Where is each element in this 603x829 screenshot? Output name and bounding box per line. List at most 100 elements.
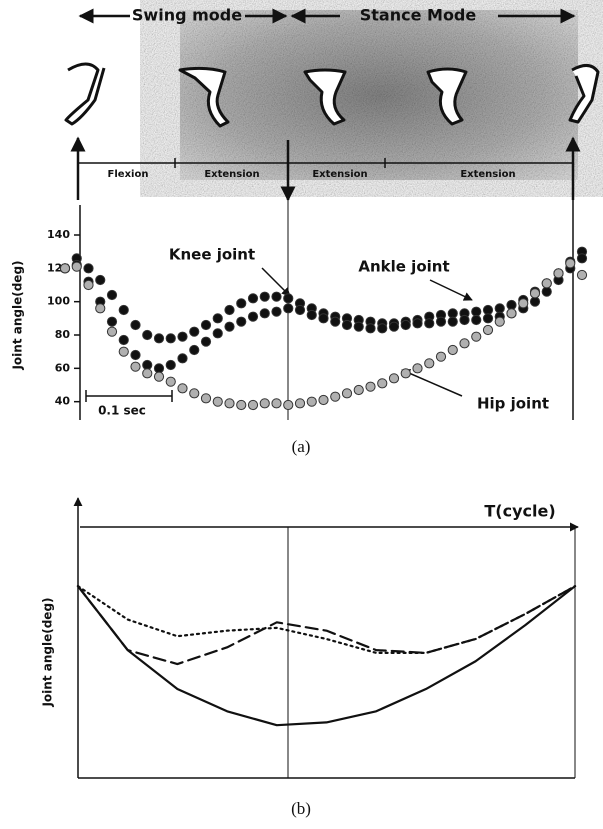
- data-point: [365, 323, 376, 334]
- data-point: [142, 359, 153, 371]
- data-point: [130, 361, 141, 372]
- data-point: [118, 334, 129, 346]
- data-point: [118, 346, 129, 357]
- leg-silhouettes: [64, 62, 600, 128]
- data-point: [118, 304, 129, 316]
- y-tick-label: 60: [55, 361, 71, 374]
- data-point: [400, 368, 411, 379]
- data-point: [106, 289, 118, 301]
- data-point: [200, 393, 212, 404]
- data-point: [83, 279, 94, 291]
- data-point: [529, 288, 541, 299]
- data-point: [130, 349, 141, 361]
- data-point: [236, 316, 247, 327]
- data-point: [165, 333, 176, 344]
- x-axis-label: T(cycle): [484, 502, 555, 521]
- data-point: [435, 316, 447, 327]
- data-point: [153, 363, 165, 374]
- caption: (b): [291, 799, 311, 818]
- data-point: [153, 333, 165, 344]
- data-point: [177, 331, 188, 342]
- data-point: [494, 303, 505, 314]
- data-point: [412, 318, 423, 329]
- data-point: [435, 351, 447, 362]
- y-tick-label: 100: [47, 295, 70, 308]
- chart-b-axes: [73, 497, 579, 779]
- data-point: [165, 376, 176, 387]
- data-point: [306, 396, 317, 407]
- data-point: [95, 303, 106, 314]
- data-point: [482, 313, 494, 324]
- data-point: [247, 293, 259, 304]
- data-point: [294, 304, 306, 316]
- data-point: [518, 298, 529, 309]
- data-point: [377, 378, 388, 389]
- data-point: [236, 298, 247, 309]
- phase-label: Extension: [204, 169, 259, 180]
- y-tick-label: 40: [55, 395, 71, 408]
- data-point: [424, 358, 435, 369]
- series-annotation: Ankle joint: [358, 258, 449, 276]
- data-point: [177, 383, 188, 394]
- swing-label: Swing mode: [132, 6, 242, 25]
- data-point: [353, 321, 364, 332]
- data-point: [553, 268, 564, 279]
- data-point: [189, 388, 200, 399]
- data-point: [412, 363, 423, 374]
- data-point: [447, 344, 458, 356]
- data-point: [506, 299, 517, 311]
- series-annotation: Hip joint: [477, 395, 549, 413]
- data-point: [318, 313, 329, 324]
- data-point: [506, 308, 517, 319]
- data-point: [153, 371, 165, 382]
- y-tick-label: 80: [55, 328, 71, 341]
- phase-label: Extension: [312, 169, 367, 180]
- data-point: [283, 303, 294, 314]
- caption: (a): [292, 437, 311, 456]
- data-point: [447, 316, 458, 327]
- data-point: [224, 321, 235, 332]
- data-point: [330, 391, 341, 402]
- curve: [76, 585, 577, 666]
- curve: [76, 585, 577, 655]
- data-point: [259, 398, 270, 409]
- data-point: [200, 336, 212, 347]
- curve: [76, 585, 577, 727]
- y-tick-label: 140: [47, 228, 70, 241]
- data-point: [165, 359, 176, 371]
- data-point: [59, 263, 71, 274]
- data-point: [283, 399, 294, 411]
- data-point: [377, 323, 388, 334]
- data-point: [482, 324, 494, 336]
- data-point: [388, 373, 400, 384]
- data-point: [400, 319, 411, 331]
- data-point: [471, 314, 482, 326]
- data-point: [459, 314, 470, 326]
- data-point: [130, 319, 141, 331]
- data-point: [294, 398, 306, 409]
- data-point: [318, 394, 329, 406]
- data-point: [142, 329, 153, 341]
- data-point: [306, 309, 317, 321]
- phase-bar: [78, 158, 573, 168]
- data-point: [247, 399, 259, 411]
- data-point: [341, 388, 353, 399]
- data-point: [271, 306, 282, 317]
- annotation-arrows: [261, 267, 473, 397]
- data-point: [353, 384, 364, 396]
- scale-bar: [85, 390, 173, 402]
- data-point: [200, 319, 212, 331]
- data-point: [236, 399, 247, 411]
- data-point: [224, 304, 235, 316]
- phase-label: Flexion: [108, 169, 149, 180]
- data-point: [494, 316, 505, 327]
- data-point: [212, 328, 223, 339]
- stance-label: Stance Mode: [360, 6, 477, 25]
- data-point: [142, 368, 153, 379]
- data-point: [424, 318, 435, 329]
- data-point: [271, 291, 282, 302]
- y-axis-label: Joint angle(deg): [41, 597, 55, 707]
- data-point: [189, 344, 200, 356]
